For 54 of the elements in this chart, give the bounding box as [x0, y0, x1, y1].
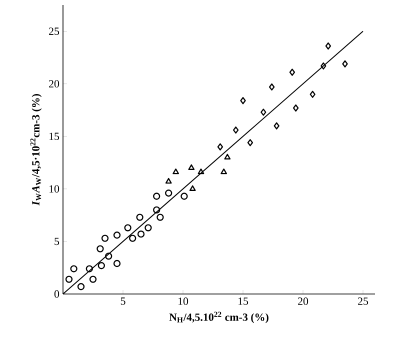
point — [105, 252, 112, 260]
point — [153, 192, 160, 200]
point — [240, 97, 246, 104]
y-tick-label: 0 — [54, 290, 60, 298]
point — [96, 245, 104, 252]
y-axis-title: I$_{W}$A$_{W}$/4,5·10$^{22}$cm-3 (%) — [30, 94, 42, 206]
point — [198, 168, 204, 174]
y-tick-label: 15 — [49, 132, 60, 140]
point — [224, 154, 231, 160]
point — [217, 143, 224, 150]
point — [165, 178, 172, 184]
point — [70, 265, 78, 272]
point — [247, 139, 254, 146]
x-axis-title: N$_{H}$/4,5.10$^{22}$ cm-3 (%) — [169, 312, 268, 324]
y-tick-label: 25 — [49, 28, 60, 35]
y-tick-label: 5 — [54, 238, 60, 246]
point — [342, 60, 348, 68]
point — [113, 260, 121, 268]
point — [268, 83, 275, 91]
point — [77, 283, 85, 290]
point — [325, 42, 332, 50]
point — [124, 224, 132, 232]
point — [310, 90, 316, 98]
point — [292, 104, 299, 112]
point — [232, 126, 239, 134]
x-tick-label: 15 — [238, 298, 248, 305]
point — [89, 276, 97, 283]
point — [129, 234, 136, 242]
point — [98, 262, 105, 270]
point — [137, 230, 145, 238]
x-tick-label: 5 — [120, 298, 126, 305]
point — [172, 168, 179, 174]
point — [188, 164, 195, 170]
point — [136, 214, 144, 221]
y-tick-label: 20 — [49, 80, 60, 88]
point — [65, 276, 73, 283]
point — [101, 234, 109, 242]
y-tick-label: 10 — [49, 185, 60, 193]
point — [289, 68, 296, 76]
point — [165, 190, 172, 197]
point — [320, 62, 326, 70]
point — [274, 122, 280, 130]
point — [189, 185, 196, 191]
x-tick-label: 25 — [358, 298, 368, 305]
point — [153, 206, 160, 214]
point — [220, 168, 227, 174]
point — [260, 108, 266, 116]
point — [113, 232, 121, 239]
point — [180, 192, 188, 200]
point — [144, 224, 152, 232]
x-tick-label: 20 — [298, 298, 308, 305]
x-tick-label: 10 — [178, 298, 188, 305]
point — [156, 214, 164, 221]
point — [86, 265, 93, 272]
